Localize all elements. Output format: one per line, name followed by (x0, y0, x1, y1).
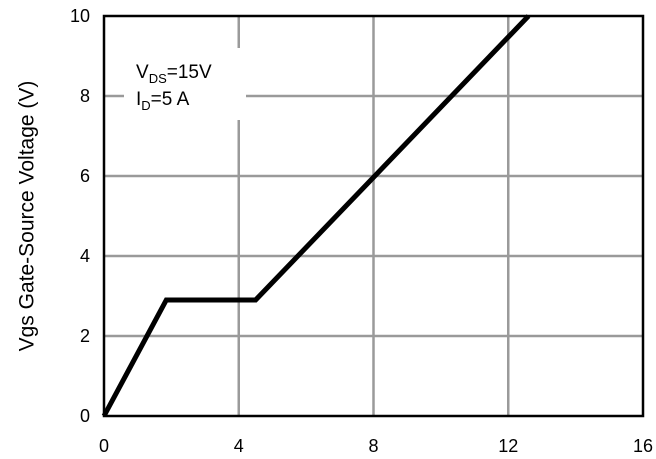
annotation-id: ID=5 A (136, 89, 190, 113)
x-tick-labels: 0 4 8 12 16 (99, 436, 653, 456)
y-tick-labels: 0 2 4 6 8 10 (70, 6, 90, 426)
y-tick-label: 10 (70, 6, 90, 26)
annotation-background (124, 48, 246, 120)
x-tick-label: 16 (633, 436, 653, 456)
y-tick-label: 0 (80, 406, 90, 426)
y-axis-label: Vgs Gate-Source Voltage (V) (16, 81, 39, 352)
x-tick-label: 8 (368, 436, 378, 456)
plot-frame (102, 14, 645, 418)
annotation-vds: VDS=15V (136, 62, 212, 86)
x-tick-label: 4 (234, 436, 244, 456)
annotation-vds-main: V (136, 62, 149, 83)
annotation-id-sub: D (141, 98, 150, 113)
y-tick-label: 8 (80, 86, 90, 106)
annotation-vds-value: =15V (167, 62, 212, 83)
y-tick-label: 4 (80, 246, 90, 266)
annotation-vds-sub: DS (149, 71, 167, 86)
x-tick-label: 0 (99, 436, 109, 456)
series-layer (101, 14, 531, 418)
annotation-id-main: I (136, 89, 141, 110)
annotation-id-value: =5 A (151, 89, 190, 110)
annotation-box: VDS=15V ID=5 A (124, 48, 246, 120)
y-tick-label: 2 (80, 326, 90, 346)
x-tick-label: 12 (498, 436, 518, 456)
series-line-0 (101, 14, 531, 418)
y-tick-label: 6 (80, 166, 90, 186)
